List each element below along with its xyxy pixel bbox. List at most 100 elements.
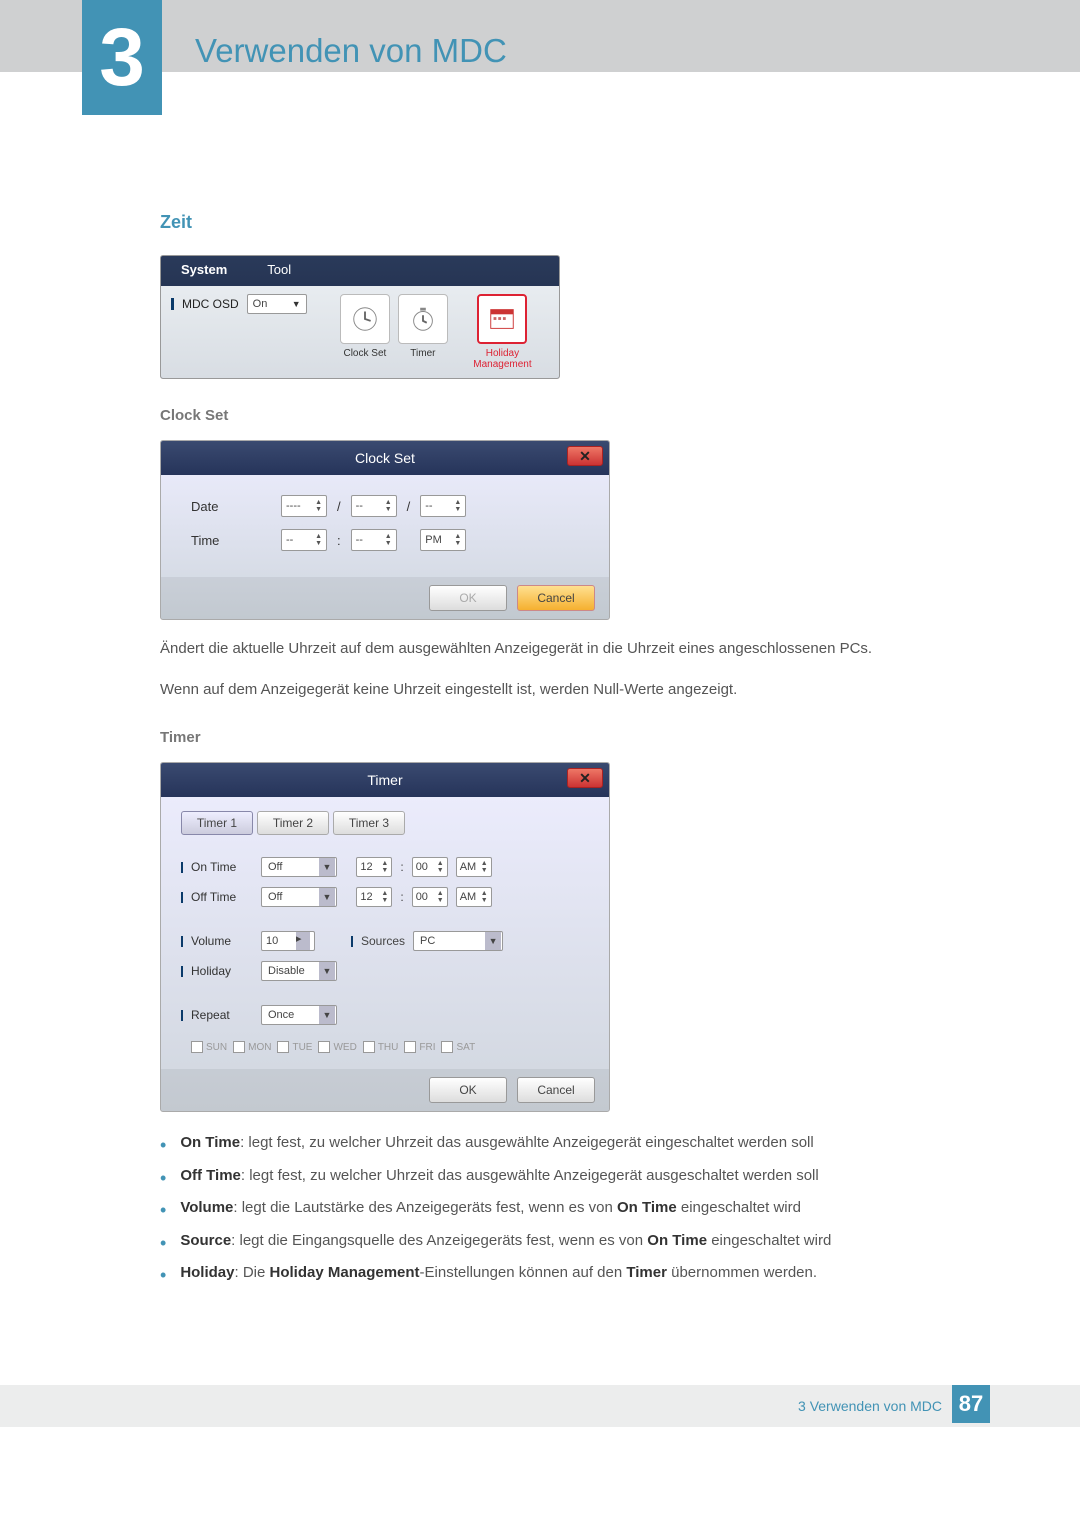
page-number: 87 [959, 1391, 983, 1417]
timer-title: Timer [367, 772, 402, 788]
checkbox-icon [277, 1041, 289, 1053]
timer-icon [398, 294, 448, 344]
timer-footer: OK Cancel [161, 1069, 609, 1111]
bullet-icon: • [160, 1266, 166, 1285]
spinner-arrows-icon: ▲▼ [437, 860, 444, 874]
date-year-spinner[interactable]: ----▲▼ [281, 495, 327, 517]
date-month-spinner[interactable]: --▲▼ [351, 495, 397, 517]
cancel-button[interactable]: Cancel [517, 1077, 595, 1103]
on-time-hour[interactable]: 12▲▼ [356, 857, 392, 877]
slider-handle-icon: ▸ [296, 932, 310, 950]
spinner-arrows-icon: ▲▼ [315, 533, 322, 547]
clockset-heading: Clock Set [160, 407, 980, 424]
icon-clock-set[interactable]: Clock Set [340, 294, 390, 370]
bullet-holiday: • Holiday: Die Holiday Management-Einste… [160, 1262, 980, 1285]
page-footer: 3 Verwenden von MDC 87 [0, 1385, 1080, 1427]
clockset-body: Date ----▲▼ / --▲▼ / --▲▼ Time --▲▼ : --… [161, 475, 609, 577]
row-marker-icon [181, 1010, 183, 1021]
date-sep: / [337, 499, 341, 514]
volume-slider[interactable]: 10▸ [261, 931, 315, 951]
bullet-icon: • [160, 1169, 166, 1188]
date-sep: / [407, 499, 411, 514]
sources-select[interactable]: PC▼ [413, 931, 503, 951]
system-left: MDC OSD On ▼ [171, 294, 340, 370]
time-ampm-spinner[interactable]: PM▲▼ [420, 529, 466, 551]
day-tue[interactable]: TUE [277, 1041, 312, 1053]
on-time-min[interactable]: 00▲▼ [412, 857, 448, 877]
mdc-osd-value: On [253, 298, 268, 310]
clockset-dialog: Clock Set ✕ Date ----▲▼ / --▲▼ / --▲▼ Ti… [160, 440, 610, 620]
tab-timer1[interactable]: Timer 1 [181, 811, 253, 835]
checkbox-icon [318, 1041, 330, 1053]
close-button[interactable]: ✕ [567, 446, 603, 466]
mdc-osd-select[interactable]: On ▼ [247, 294, 307, 314]
off-time-hour[interactable]: 12▲▼ [356, 887, 392, 907]
date-day-spinner[interactable]: --▲▼ [420, 495, 466, 517]
day-sun[interactable]: SUN [191, 1041, 227, 1053]
repeat-select[interactable]: Once▼ [261, 1005, 337, 1025]
spinner-arrows-icon: ▲▼ [385, 499, 392, 513]
timer-heading: Timer [160, 729, 980, 746]
row-marker-icon [181, 862, 183, 873]
icon-holiday-mgmt[interactable]: Holiday Management [456, 294, 549, 370]
tab-timer2[interactable]: Timer 2 [257, 811, 329, 835]
day-fri[interactable]: FRI [404, 1041, 435, 1053]
day-wed[interactable]: WED [318, 1041, 356, 1053]
chevron-down-icon: ▼ [292, 299, 301, 309]
page-number-badge: 87 [952, 1385, 990, 1423]
on-time-label: On Time [191, 860, 253, 874]
row-marker-icon [181, 936, 183, 947]
chapter-badge: 3 [82, 0, 162, 115]
cancel-button[interactable]: Cancel [517, 585, 595, 611]
clock-caption: Clock Set [340, 348, 390, 359]
close-icon: ✕ [579, 440, 591, 473]
day-thu[interactable]: THU [363, 1041, 399, 1053]
off-time-select[interactable]: Off▼ [261, 887, 337, 907]
timer-tabs: Timer 1 Timer 2 Timer 3 [181, 811, 589, 835]
volume-sources-row: Volume 10▸ Sources PC▼ [181, 931, 589, 951]
system-tabs: System Tool [161, 256, 559, 286]
ok-button[interactable]: OK [429, 1077, 507, 1103]
volume-label: Volume [191, 934, 253, 948]
row-marker-icon [181, 966, 183, 977]
bullet-source: • Source: legt die Eingangsquelle des An… [160, 1230, 980, 1253]
mdc-osd-label: MDC OSD [182, 297, 239, 311]
ok-button[interactable]: OK [429, 585, 507, 611]
repeat-row: Repeat Once▼ [181, 1005, 589, 1025]
time-sep: : [337, 533, 341, 548]
page-header: 3 Verwenden von MDC [0, 0, 1080, 72]
repeat-label: Repeat [191, 1008, 253, 1022]
spinner-arrows-icon: ▲▼ [454, 533, 461, 547]
time-hour-spinner[interactable]: --▲▼ [281, 529, 327, 551]
bullet-list: • On Time: legt fest, zu welcher Uhrzeit… [160, 1132, 980, 1285]
spinner-arrows-icon: ▲▼ [385, 533, 392, 547]
clockset-desc1: Ändert die aktuelle Uhrzeit auf dem ausg… [160, 638, 980, 661]
off-time-ampm[interactable]: AM▲▼ [456, 887, 492, 907]
timer-body: Timer 1 Timer 2 Timer 3 On Time Off▼ 12▲… [161, 797, 609, 1069]
holiday-label: Holiday [191, 964, 253, 978]
holiday-select[interactable]: Disable▼ [261, 961, 337, 981]
day-mon[interactable]: MON [233, 1041, 271, 1053]
chapter-number: 3 [99, 11, 145, 105]
close-button[interactable]: ✕ [567, 768, 603, 788]
bullet-icon: • [160, 1201, 166, 1220]
on-time-row: On Time Off▼ 12▲▼ : 00▲▼ AM▲▼ [181, 857, 589, 877]
checkbox-icon [363, 1041, 375, 1053]
holiday-caption: Holiday Management [456, 348, 549, 370]
tab-tool[interactable]: Tool [247, 256, 311, 286]
system-panel: System Tool MDC OSD On ▼ [160, 255, 560, 379]
checkbox-icon [191, 1041, 203, 1053]
icon-timer[interactable]: Timer [398, 294, 448, 370]
spinner-arrows-icon: ▲▼ [454, 499, 461, 513]
tab-timer3[interactable]: Timer 3 [333, 811, 405, 835]
day-sat[interactable]: SAT [441, 1041, 475, 1053]
bullet-icon: • [160, 1234, 166, 1253]
tab-system[interactable]: System [161, 256, 247, 286]
page-content: Zeit System Tool MDC OSD On ▼ [0, 72, 1080, 1285]
spinner-arrows-icon: ▲▼ [437, 890, 444, 904]
on-time-ampm[interactable]: AM▲▼ [456, 857, 492, 877]
time-min-spinner[interactable]: --▲▼ [351, 529, 397, 551]
bullet-icon: • [160, 1136, 166, 1155]
off-time-min[interactable]: 00▲▼ [412, 887, 448, 907]
on-time-select[interactable]: Off▼ [261, 857, 337, 877]
